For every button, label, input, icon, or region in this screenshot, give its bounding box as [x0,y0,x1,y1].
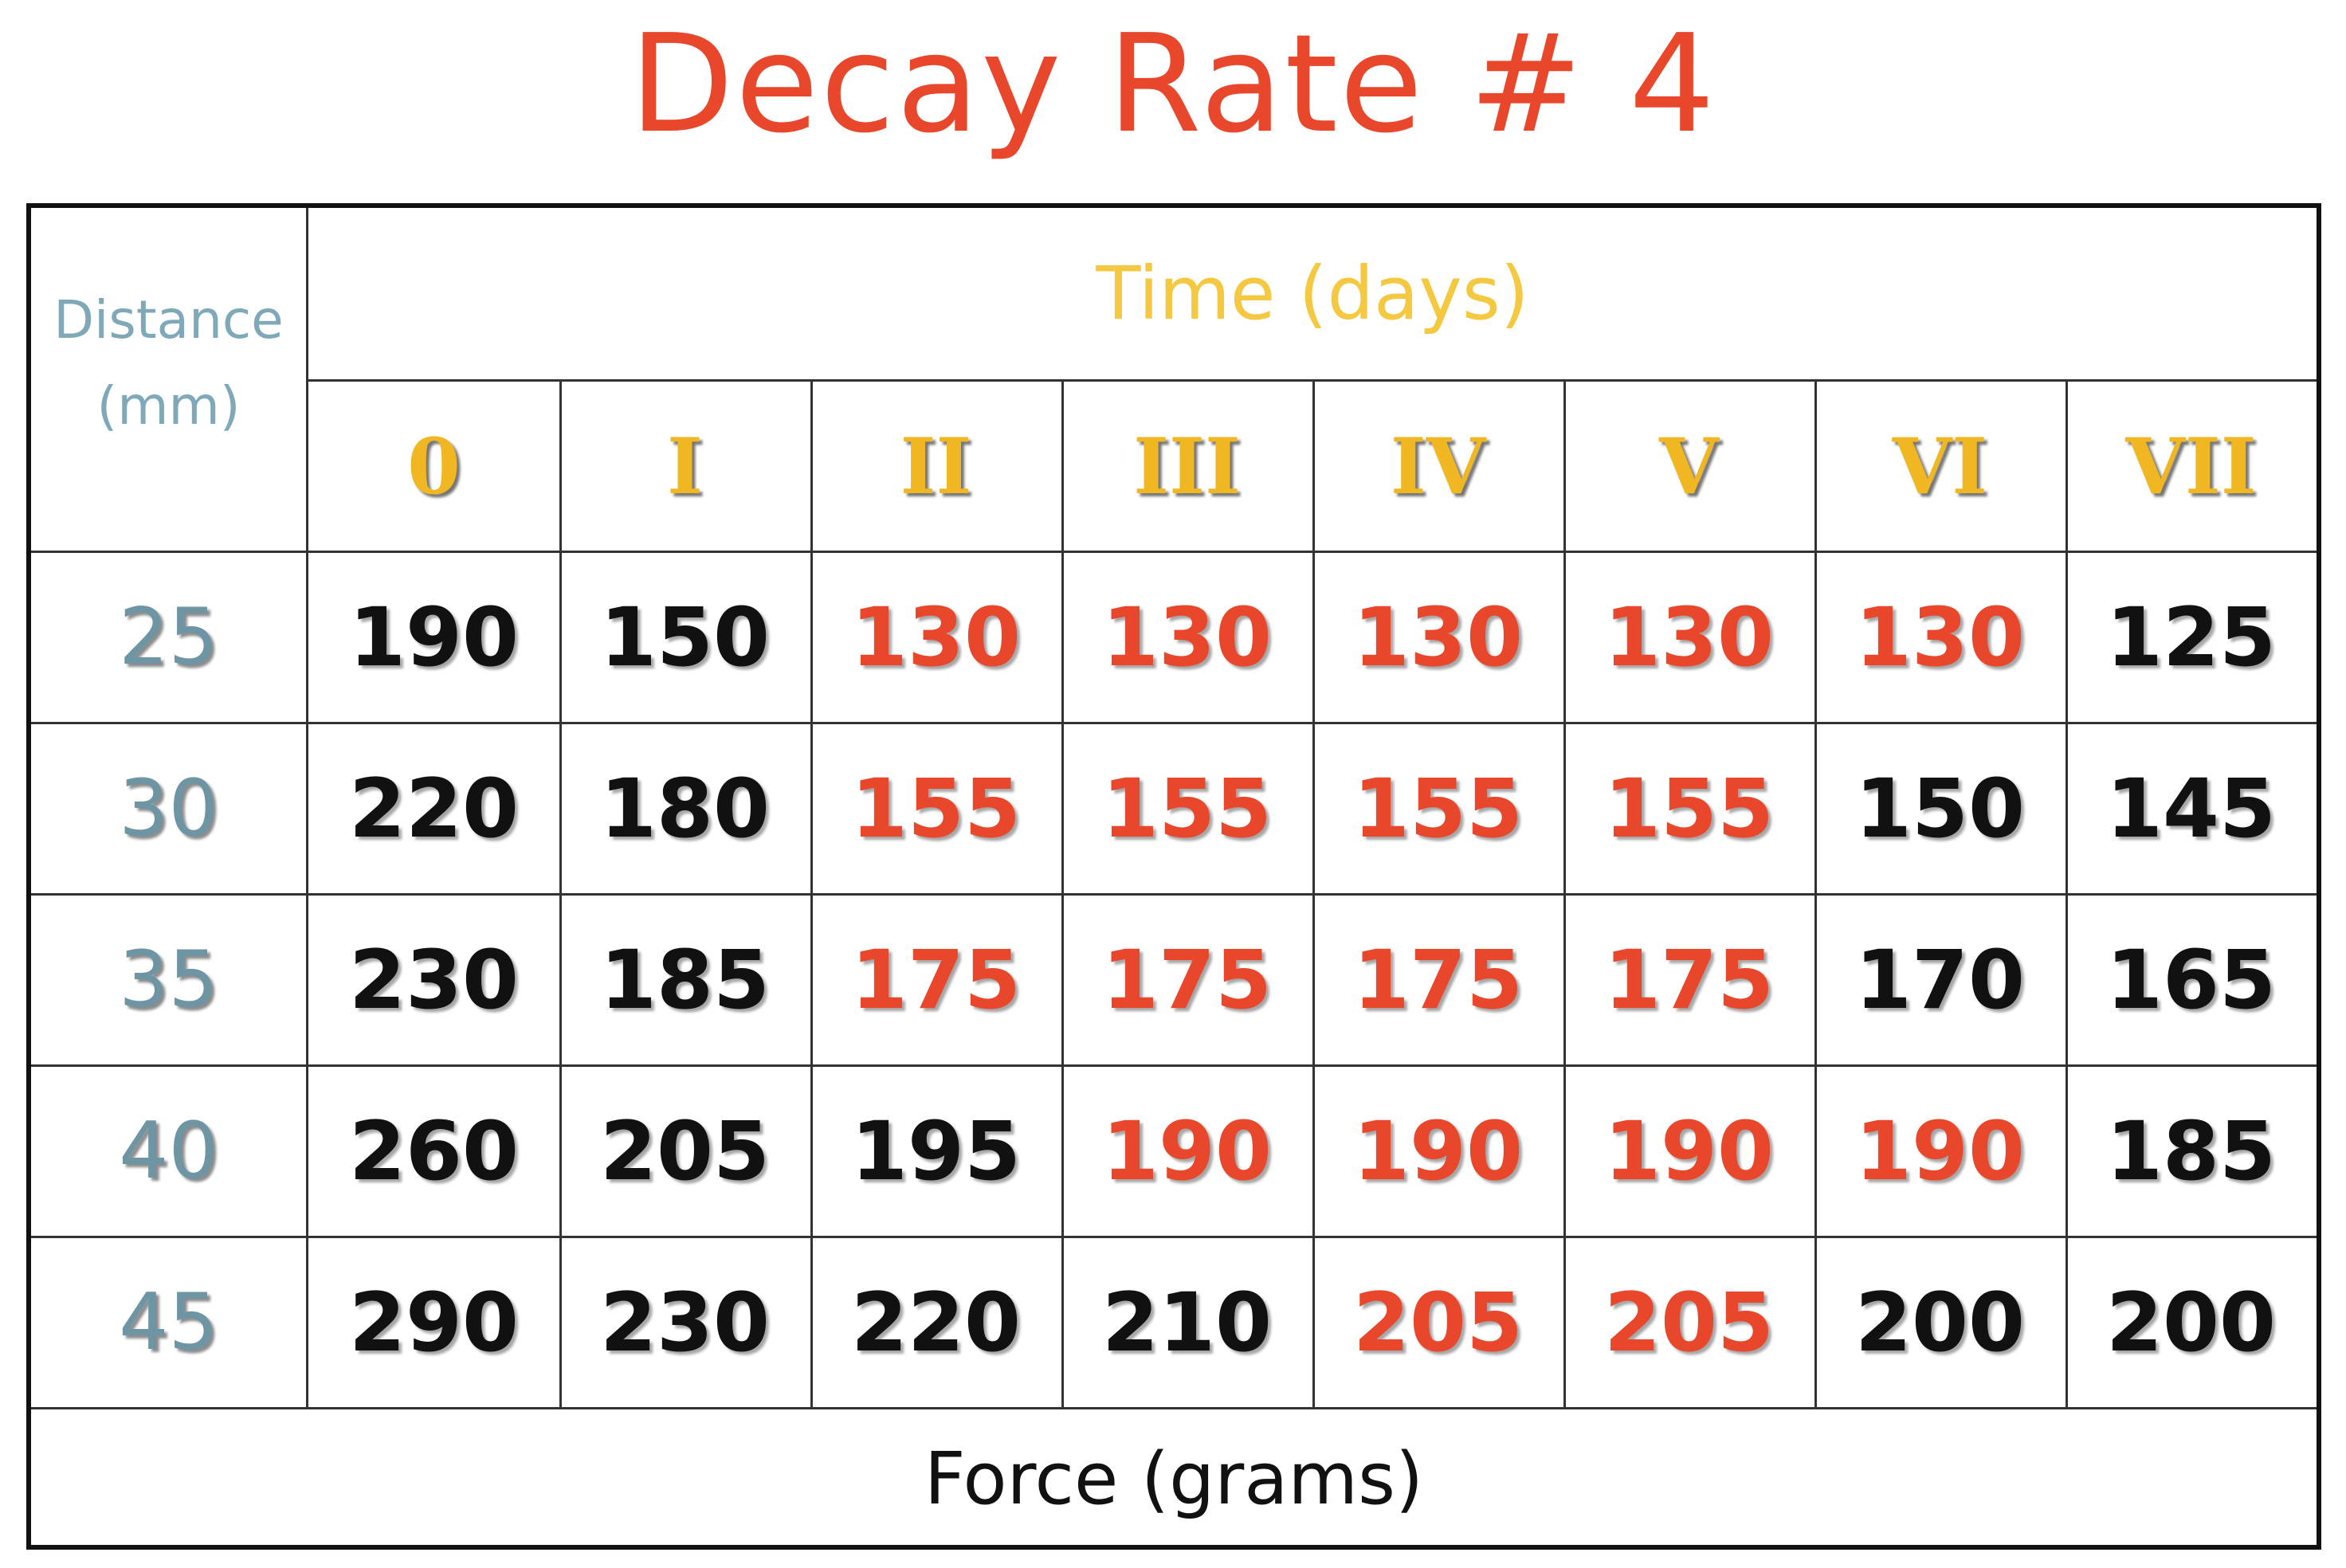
divider-horizontal [31,893,2317,896]
force-value-highlighted: 190 [1604,1103,1774,1199]
force-value-highlighted: 155 [1102,761,1272,857]
force-value: 185 [600,932,770,1028]
force-value: 260 [349,1103,519,1199]
column-header-day: VI [1892,421,1988,512]
force-value: 210 [1102,1275,1272,1370]
decay-rate-table: Distance (mm) Time (days) Force (grams) … [26,203,2321,1550]
force-value-highlighted: 190 [1855,1103,2025,1199]
divider-horizontal [31,722,2317,724]
force-value: 195 [851,1103,1021,1199]
row-header-distance: 25 [119,592,218,683]
column-header-day: 0 [407,421,461,512]
force-value: 200 [1855,1275,2025,1370]
force-value: 290 [349,1275,519,1370]
distance-header-label: Distance [53,289,284,351]
force-value: 125 [2106,590,2276,685]
force-value-highlighted: 155 [851,761,1021,857]
force-value: 220 [349,761,519,857]
row-header-distance: 40 [119,1106,218,1197]
force-value: 230 [349,932,519,1028]
force-value-highlighted: 130 [1102,590,1272,685]
force-value-highlighted: 175 [851,932,1021,1028]
column-header-day: V [1659,421,1719,512]
force-value-highlighted: 130 [1353,590,1523,685]
force-value: 150 [1855,761,2025,857]
force-value-highlighted: 205 [1604,1275,1774,1370]
force-value-highlighted: 175 [1604,932,1774,1028]
distance-header: Distance (mm) [31,208,306,551]
force-value: 185 [2106,1103,2276,1199]
force-value: 150 [600,590,770,685]
force-value-highlighted: 175 [1353,932,1523,1028]
row-header-distance: 35 [119,935,218,1025]
divider-horizontal [306,379,2317,382]
row-header-distance: 30 [119,763,218,854]
force-value-highlighted: 130 [1604,590,1774,685]
force-value: 180 [600,761,770,857]
column-header-day: VII [2125,421,2257,512]
column-header-day: II [900,421,972,512]
force-value: 205 [600,1103,770,1199]
table-footer: Force (grams) [924,1437,1424,1521]
force-value: 230 [600,1275,770,1370]
force-value-highlighted: 130 [851,590,1021,685]
force-value-highlighted: 130 [1855,590,2025,685]
force-value: 220 [851,1275,1021,1370]
force-value: 170 [1855,932,2025,1028]
distance-header-unit: (mm) [96,375,241,437]
divider-horizontal [31,1236,2317,1238]
force-value-highlighted: 190 [1102,1103,1272,1199]
divider-horizontal [31,1064,2317,1067]
column-header-day: IV [1390,421,1486,512]
column-header-day: III [1133,421,1241,512]
time-header: Time (days) [1096,251,1529,336]
divider-vertical [306,208,308,1407]
column-header-day: I [667,421,703,512]
row-header-distance: 45 [119,1277,218,1368]
force-value-highlighted: 175 [1102,932,1272,1028]
force-value: 190 [349,590,519,685]
page-title: Decay Rate # 4 [629,6,1717,163]
divider-horizontal [31,551,2317,553]
divider-horizontal [31,1407,2317,1409]
force-value: 145 [2106,761,2276,857]
force-value-highlighted: 205 [1353,1275,1523,1370]
force-value-highlighted: 190 [1353,1103,1523,1199]
force-value-highlighted: 155 [1604,761,1774,857]
force-value: 200 [2106,1275,2276,1370]
force-value-highlighted: 155 [1353,761,1523,857]
force-value: 165 [2106,932,2276,1028]
